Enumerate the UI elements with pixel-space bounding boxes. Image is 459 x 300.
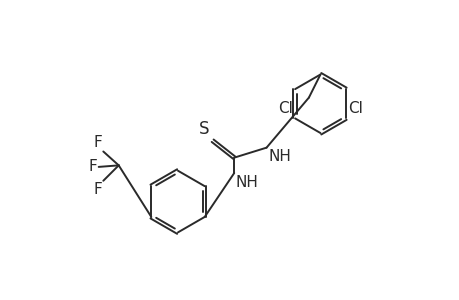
Text: F: F	[88, 159, 97, 174]
Text: F: F	[93, 135, 101, 150]
Text: Cl: Cl	[277, 101, 292, 116]
Text: NH: NH	[235, 175, 258, 190]
Text: Cl: Cl	[347, 101, 362, 116]
Text: NH: NH	[268, 149, 291, 164]
Text: F: F	[93, 182, 101, 197]
Text: S: S	[199, 120, 209, 138]
